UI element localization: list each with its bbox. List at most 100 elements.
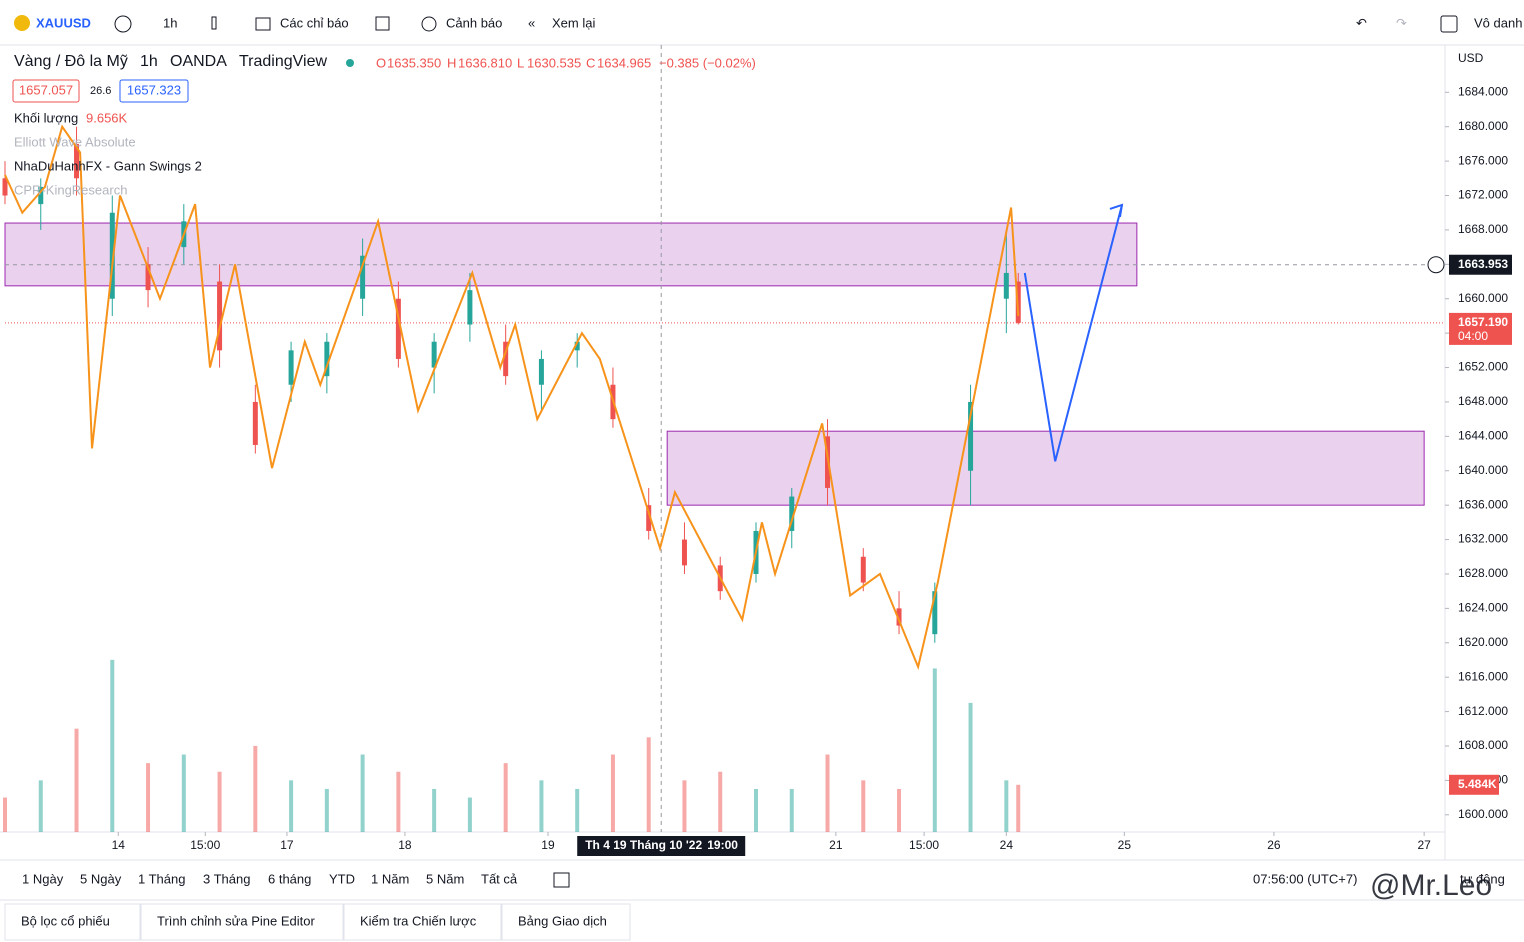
volume-bar bbox=[575, 788, 580, 832]
legend-source: TradingView bbox=[239, 53, 327, 70]
volume-bar bbox=[503, 763, 508, 832]
tab-label[interactable]: Kiểm tra Chiến lược bbox=[360, 913, 477, 928]
volume-bar bbox=[539, 780, 544, 832]
x-tick-label: 14 bbox=[112, 838, 126, 852]
volume-bar bbox=[718, 771, 723, 832]
indicators-icon[interactable] bbox=[255, 17, 271, 31]
projection-arrow bbox=[1023, 204, 1123, 462]
volume-bar bbox=[396, 771, 401, 832]
volume-bar bbox=[146, 763, 151, 832]
volume-bar bbox=[432, 788, 437, 832]
candle-body bbox=[681, 539, 687, 566]
chart-type[interactable] bbox=[211, 16, 217, 30]
symbol[interactable]: XAUUSD bbox=[36, 15, 91, 30]
candle-body bbox=[968, 401, 974, 471]
y-tick-label: 1660.000 bbox=[1458, 291, 1508, 305]
y-tick-label: 1616.000 bbox=[1458, 669, 1508, 683]
indicator[interactable]: Elliott Wave Absolute bbox=[14, 134, 136, 149]
x-tick-label: 17 bbox=[280, 838, 294, 852]
volume-bar bbox=[968, 702, 973, 832]
candle-body bbox=[324, 341, 330, 377]
last-price: 1657.190 bbox=[1458, 315, 1508, 329]
candle-body bbox=[574, 341, 580, 351]
undo[interactable]: ↶ bbox=[1356, 15, 1367, 30]
y-tick-label: 1644.000 bbox=[1458, 429, 1508, 443]
candle-body bbox=[467, 290, 473, 325]
replay-button[interactable]: Xem lại bbox=[552, 15, 595, 30]
tab[interactable] bbox=[343, 903, 502, 941]
x-tick-label: 18 bbox=[398, 838, 412, 852]
tab[interactable] bbox=[501, 903, 631, 941]
crosshair-price-tag bbox=[1449, 254, 1512, 275]
candle-body bbox=[395, 298, 401, 359]
y-tick-label: 1640.000 bbox=[1458, 463, 1508, 477]
ask[interactable]: 1657.323 bbox=[127, 82, 181, 97]
volume-bar bbox=[181, 754, 186, 832]
y-tick-label: 1636.000 bbox=[1458, 497, 1508, 511]
ohlc-label: C bbox=[586, 55, 595, 70]
range-button[interactable]: 1 Ngày bbox=[22, 871, 64, 886]
range-button[interactable]: 5 Năm bbox=[426, 871, 464, 886]
range-button[interactable]: 6 tháng bbox=[268, 871, 311, 886]
layouts-icon[interactable] bbox=[375, 16, 390, 31]
ohlc-label: H bbox=[447, 55, 456, 70]
x-tick-label: 26 bbox=[1267, 838, 1281, 852]
alerts-button[interactable]: Cảnh báo bbox=[446, 15, 502, 30]
spread: 26.6 bbox=[90, 85, 111, 97]
range-button[interactable]: Tất cả bbox=[481, 871, 518, 886]
ohlc-value: 1634.965 bbox=[597, 55, 651, 70]
volume-last: 5.484K bbox=[1458, 777, 1497, 791]
volume-bar bbox=[217, 771, 222, 832]
tab[interactable] bbox=[4, 903, 141, 941]
tab-label[interactable]: Trình chỉnh sửa Pine Editor bbox=[157, 913, 315, 928]
ohlc-value: 1635.350 bbox=[387, 55, 441, 70]
date-range-icon[interactable] bbox=[553, 872, 570, 888]
tab-label[interactable]: Bộ lọc cổ phiếu bbox=[21, 913, 110, 928]
indicator[interactable]: CPR-KingResearch bbox=[14, 182, 127, 197]
volume-bar bbox=[3, 797, 7, 832]
candle-body bbox=[74, 143, 80, 179]
account[interactable]: Vô danh bbox=[1474, 15, 1522, 30]
volume-bar bbox=[360, 754, 365, 832]
range-button[interactable]: YTD bbox=[329, 871, 355, 886]
tab-label[interactable]: Bảng Giao dịch bbox=[518, 913, 607, 928]
volume-bar bbox=[110, 659, 115, 832]
auto-scale[interactable]: tự động bbox=[1460, 871, 1505, 886]
swing-line bbox=[4, 124, 1020, 671]
ohlc-label: O bbox=[376, 55, 386, 70]
candle-body bbox=[217, 281, 223, 351]
ohlc-value: 1630.535 bbox=[527, 55, 581, 70]
indicator[interactable]: NhaDuHanhFX - Gann Swings 2 bbox=[14, 158, 202, 173]
volume-bar bbox=[467, 797, 472, 832]
range-button[interactable]: 1 Tháng bbox=[138, 871, 185, 886]
volume-bar bbox=[253, 745, 258, 832]
ohlc-label: L bbox=[517, 55, 524, 70]
layout-checkbox[interactable] bbox=[1440, 15, 1458, 33]
candle-body bbox=[252, 401, 258, 445]
legend-exchange: OANDA bbox=[170, 53, 227, 70]
y-tick-label: 1632.000 bbox=[1458, 532, 1508, 546]
range-button[interactable]: 3 Tháng bbox=[203, 871, 250, 886]
alert-icon[interactable] bbox=[421, 16, 437, 32]
y-tick-label: 1628.000 bbox=[1458, 566, 1508, 580]
interval[interactable]: 1h bbox=[163, 15, 177, 30]
range-button[interactable]: 5 Ngày bbox=[80, 871, 122, 886]
range-button[interactable]: 1 Năm bbox=[371, 871, 409, 886]
volume-bar bbox=[753, 788, 758, 832]
redo[interactable]: ↷ bbox=[1396, 15, 1407, 30]
currency[interactable]: USD bbox=[1458, 51, 1484, 65]
bid[interactable]: 1657.057 bbox=[19, 82, 73, 97]
add-alert[interactable] bbox=[1427, 256, 1445, 274]
x-tick-label: 19 bbox=[541, 838, 555, 852]
volume-tag bbox=[1449, 774, 1499, 795]
ask-box[interactable] bbox=[119, 79, 189, 103]
ohlc-change: −0.385 (−0.02%) bbox=[659, 55, 756, 70]
tab[interactable] bbox=[140, 903, 344, 941]
indicators-button[interactable]: Các chỉ báo bbox=[280, 15, 349, 30]
add-symbol[interactable] bbox=[114, 15, 132, 33]
bid-box[interactable] bbox=[12, 79, 80, 103]
y-tick-label: 1668.000 bbox=[1458, 222, 1508, 236]
volume-label: Khối lượng bbox=[14, 110, 78, 125]
replay-icon[interactable]: « bbox=[528, 15, 535, 30]
